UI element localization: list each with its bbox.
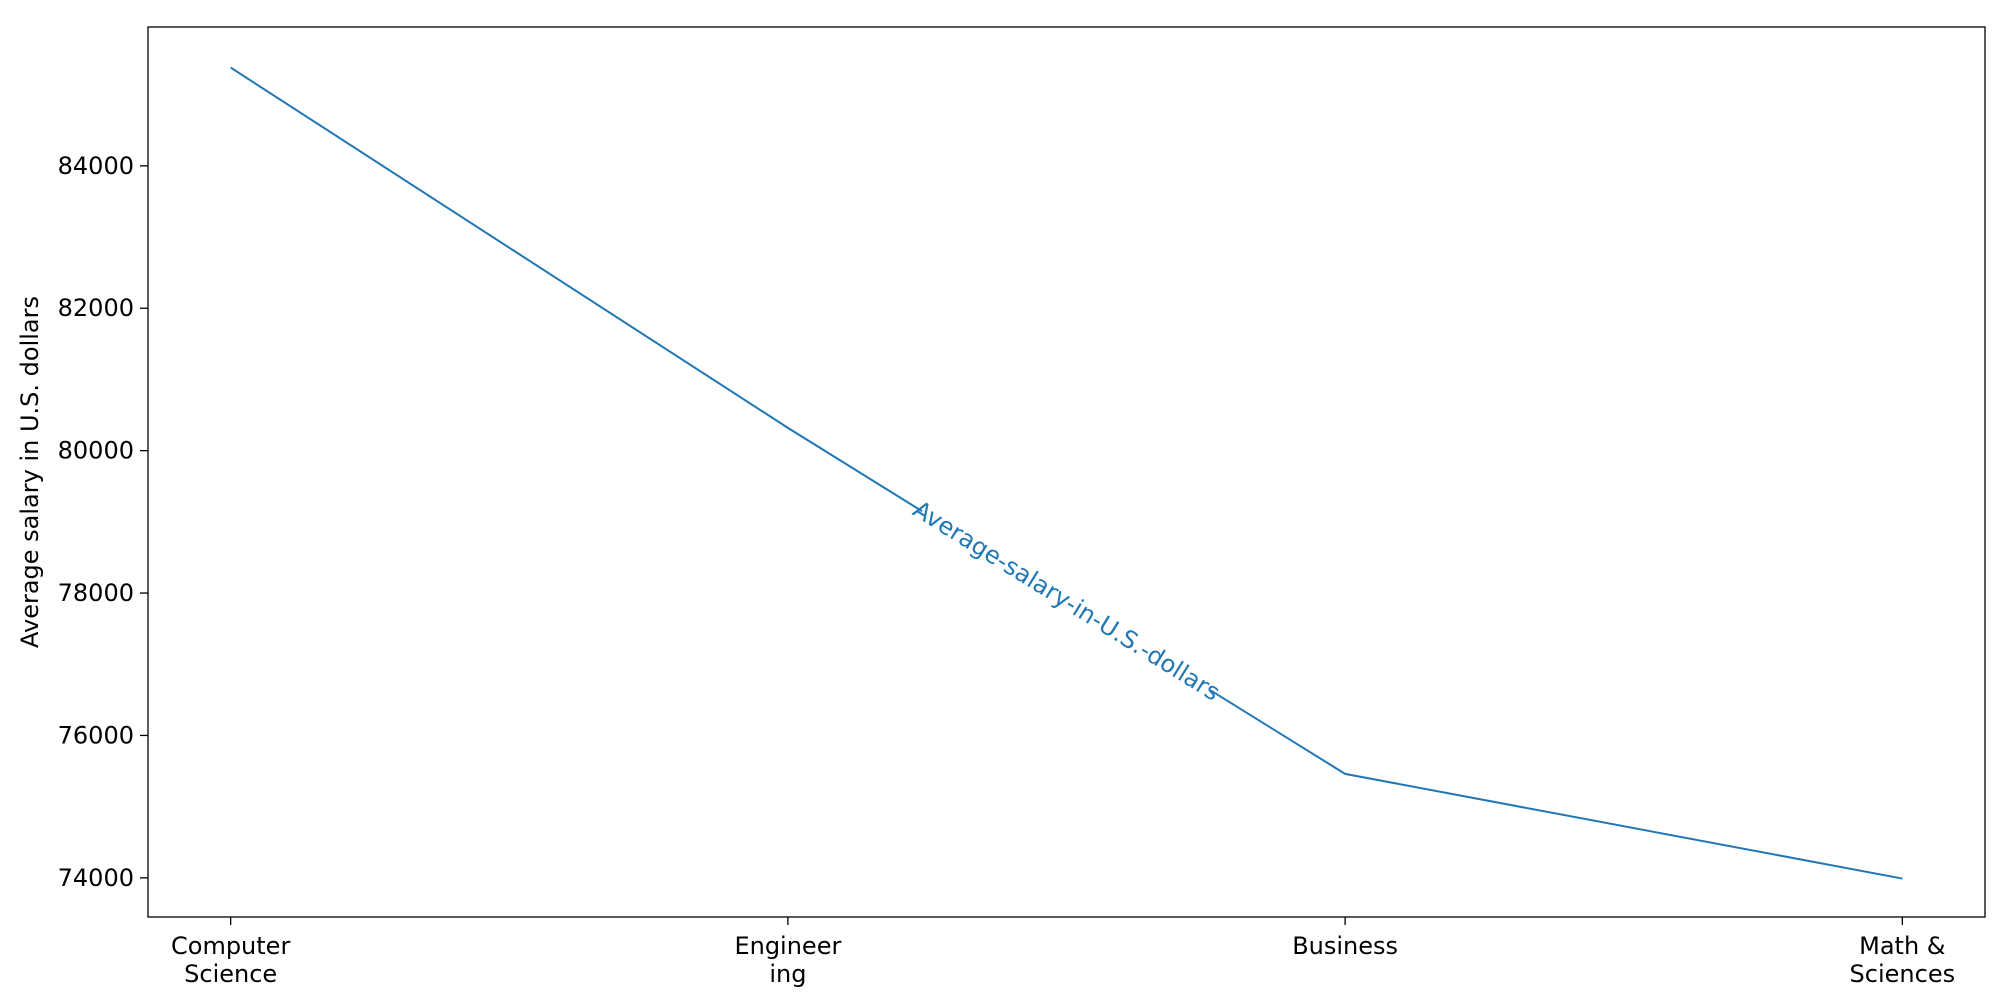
x-tick-label: Engineer ing bbox=[734, 932, 841, 988]
y-tick-label: 78000 bbox=[58, 579, 134, 607]
y-tick-label: 84000 bbox=[58, 152, 134, 180]
series-inline-label: Average-salary-in-U.S.-dollars bbox=[908, 495, 1225, 706]
x-tick-label: Math & Sciences bbox=[1850, 932, 1956, 988]
series-line bbox=[230, 66, 1903, 880]
x-tick-label: Computer Science bbox=[171, 932, 290, 988]
x-tick-label: Business bbox=[1292, 932, 1398, 960]
y-tick-label: 74000 bbox=[58, 864, 134, 892]
plot-frame bbox=[147, 26, 1986, 918]
y-tick-label: 80000 bbox=[58, 437, 134, 465]
y-tick-label: 82000 bbox=[58, 294, 134, 322]
y-axis-label: Average salary in U.S. dollars bbox=[16, 296, 44, 648]
y-tick-label: 76000 bbox=[58, 721, 134, 749]
